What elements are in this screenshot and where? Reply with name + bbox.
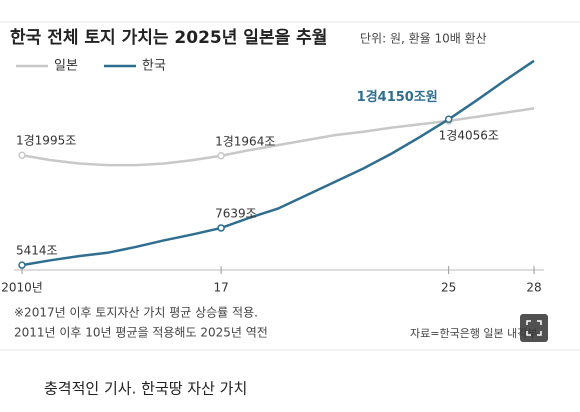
source: 자료=한국은행 일본 내각부: [410, 326, 538, 340]
point-marker: [217, 224, 225, 232]
value-label: 1경4056조: [439, 128, 499, 142]
legend-label: 한국: [142, 59, 166, 74]
plot: 2010년 17 25 28 1경1995조 1경1964조 1경4056조 5414조 763…: [1, 59, 544, 295]
chart-title: 한국 전체 토지 가치는 2025년 일본을 추월: [10, 28, 327, 48]
subtitle: 단위: 원, 환율 10배 환산: [360, 32, 487, 46]
value-label: 1경1995조: [16, 134, 76, 148]
x-tick-label: 2010년: [1, 281, 43, 295]
value-label: 1경1964조: [215, 134, 275, 148]
caption: 충격적인 기사. 한국땅 자산 가치: [44, 380, 247, 398]
note: ※2017년 이후 토지자산 가치 평균 상승률 적용.: [14, 306, 258, 320]
value-label: 1경4150조원: [357, 89, 438, 105]
expand-button[interactable]: [520, 314, 548, 342]
expand-icon[interactable]: [520, 314, 548, 342]
legend-label: 일본: [54, 59, 78, 74]
legend: 일본 한국: [16, 59, 166, 74]
x-tick-label: 25: [441, 281, 456, 295]
point-marker: [217, 152, 225, 160]
point-marker: [444, 115, 453, 124]
value-label: 5414조: [16, 244, 58, 258]
point-marker: [18, 261, 26, 269]
value-label: 7639조: [215, 206, 257, 220]
note: 2011년 이후 10년 평균을 적용해도 2025년 역전: [14, 326, 268, 340]
point-marker: [18, 151, 26, 159]
x-tick-label: 28: [526, 281, 541, 295]
expand-glyph: [526, 320, 542, 336]
x-tick-label: 17: [213, 281, 228, 295]
